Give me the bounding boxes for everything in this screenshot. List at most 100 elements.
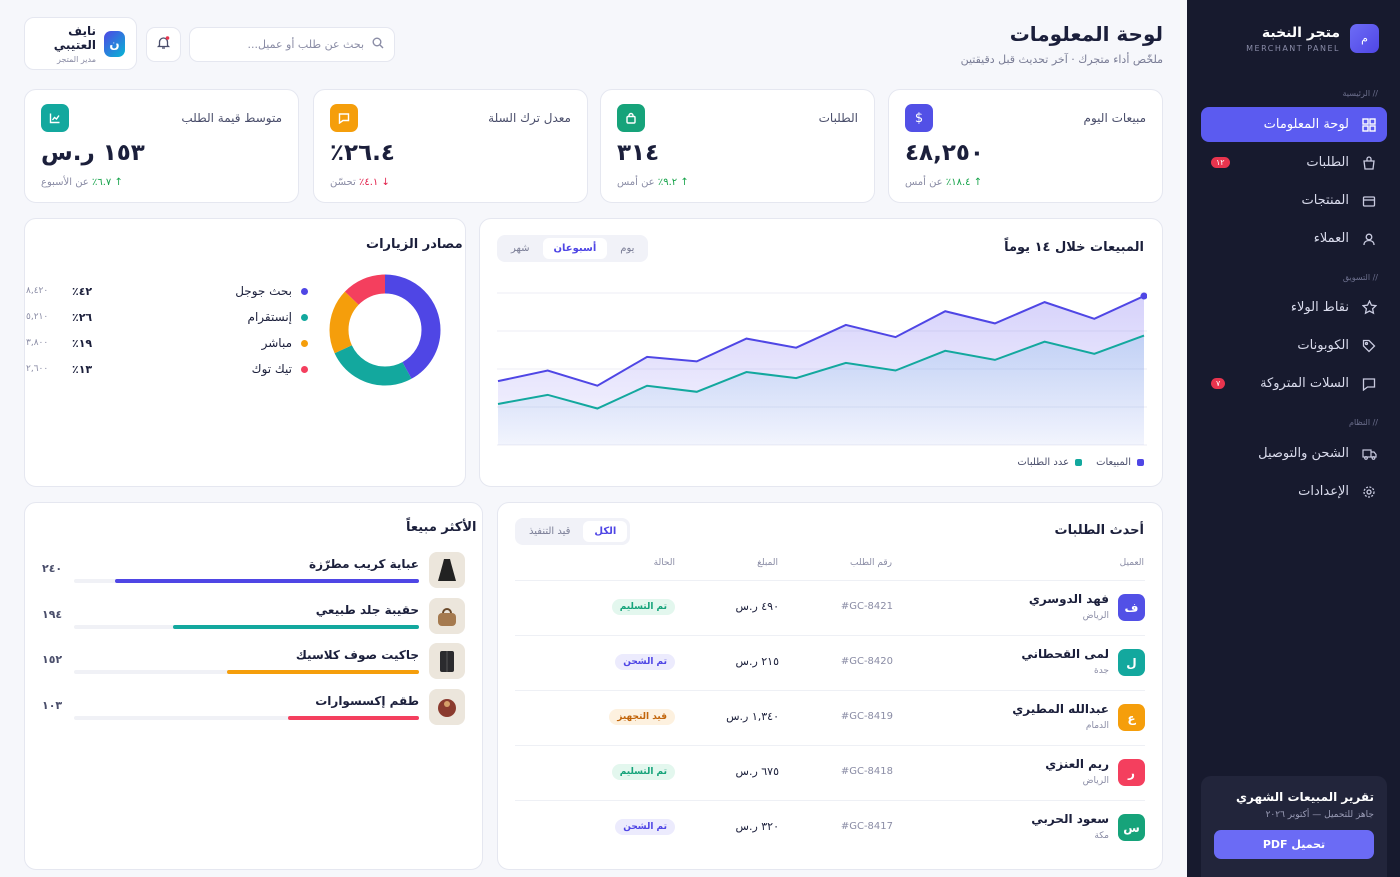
bestseller-item[interactable]: عباية كريب مطرّزة ٢٤٠ xyxy=(40,552,465,592)
source-count: ٢,٦٠٠ xyxy=(26,364,49,374)
traffic-title: مصادر الزيارات xyxy=(366,237,463,252)
product-name: حقيبة جلد طبيعي xyxy=(315,602,419,617)
search-icon xyxy=(372,37,384,52)
orders-badge: ١٢ xyxy=(1211,157,1230,168)
order-id[interactable]: #GC-8421 xyxy=(840,601,893,612)
avatar: ن xyxy=(103,30,125,57)
tab-two-weeks[interactable]: أسبوعان xyxy=(542,238,608,259)
chart-icon xyxy=(41,104,69,132)
bestsellers-card xyxy=(24,502,483,870)
sidebar-item-settings[interactable]: الإعدادات xyxy=(1201,474,1387,509)
chat-icon xyxy=(1361,376,1377,392)
table-row[interactable]: ل لمى القحطاني جدة #GC-8420 ٢١٥ ر.س تم ا… xyxy=(515,635,1145,690)
table-row[interactable]: ع عبدالله المطيري الدمام #GC-8419 ١,٣٤٠ … xyxy=(515,690,1145,745)
tab-all[interactable]: الكل xyxy=(583,521,628,542)
orders-card xyxy=(497,502,1163,870)
tab-month[interactable]: شهر xyxy=(511,243,530,254)
bag-product-icon xyxy=(429,597,465,634)
kpi-label: معدل ترك السلة xyxy=(488,111,571,125)
sidebar-item-coupons[interactable]: الكوبونات xyxy=(1201,328,1387,363)
col-order-id: رقم الطلب xyxy=(850,558,892,568)
source-name: تيك توك xyxy=(251,362,292,376)
status-badge: تم الشحن xyxy=(615,654,675,670)
monthly-report-card: تقرير المبيعات الشهري جاهز للتحميل — أكت… xyxy=(1201,776,1387,877)
order-id[interactable]: #GC-8419 xyxy=(840,711,893,722)
sidebar-item-dashboard[interactable]: لوحة المعلومات xyxy=(1201,107,1387,142)
product-sales: ١٠٣ xyxy=(42,698,63,712)
bestseller-item[interactable]: طقم إكسسوارات ١٠٣ xyxy=(40,688,465,729)
sidebar-item-customers[interactable]: العملاء xyxy=(1201,221,1387,256)
sidebar-item-label: الشحن والتوصيل xyxy=(1258,446,1349,461)
search-input[interactable]: بحث عن طلب أو عميل... xyxy=(189,27,395,62)
series-line-1 xyxy=(497,334,1145,410)
customer-avatar: ر xyxy=(1118,759,1145,786)
star-icon xyxy=(1361,300,1377,316)
progress-bar xyxy=(74,579,419,583)
table-row[interactable]: ف فهد الدوسري الرياض #GC-8421 ٤٩٠ ر.س تم… xyxy=(515,580,1145,635)
customer-name: عبدالله المطيري xyxy=(1012,702,1109,716)
dollar-icon: $ xyxy=(905,104,933,132)
legend-orders: عدد الطلبات xyxy=(1017,457,1083,468)
product-name: جاكيت صوف كلاسيك xyxy=(295,648,419,662)
bestseller-item[interactable]: جاكيت صوف كلاسيك ١٥٢ xyxy=(40,643,465,683)
kpi-value: ٢٦.٤٪ xyxy=(330,140,395,166)
bestseller-item[interactable]: حقيبة جلد طبيعي ١٩٤ xyxy=(40,597,465,638)
series-line-0 xyxy=(497,295,1145,387)
tab-day[interactable]: يوم xyxy=(620,243,635,254)
source-count: ٥,٢١٠ xyxy=(26,312,49,322)
sidebar: م متجر النخبة MERCHANT PANEL // الرئيسية… xyxy=(1187,0,1400,877)
order-id[interactable]: #GC-8417 xyxy=(840,821,893,832)
shopping-bag-icon xyxy=(617,104,645,132)
accessory-icon xyxy=(429,688,465,725)
traffic-source-row: إنستقرام ٢٦٪ ٥,٢١٠ xyxy=(26,310,308,326)
report-title: تقرير المبيعات الشهري xyxy=(1236,790,1374,804)
sidebar-item-label: الإعدادات xyxy=(1298,484,1349,499)
status-badge: تم التسليم xyxy=(611,764,675,780)
source-name: بحث جوجل xyxy=(235,284,292,298)
product-name: طقم إكسسوارات xyxy=(315,693,419,708)
sidebar-item-shipping[interactable]: الشحن والتوصيل xyxy=(1201,436,1387,471)
kpi-delta: ↑ ٩.٢٪ عن أمس xyxy=(617,177,689,188)
traffic-card xyxy=(24,218,466,487)
page-subtitle: ملخّص أداء متجرك · آخر تحديث قبل دقيقتين xyxy=(960,53,1163,66)
col-customer: العميل xyxy=(1119,558,1144,568)
product-name: عباية كريب مطرّزة xyxy=(309,557,419,571)
kpi-value: ٣١٤ xyxy=(617,140,660,166)
tab-in-progress[interactable]: قيد التنفيذ xyxy=(529,526,571,537)
status-badge: تم التسليم xyxy=(611,599,675,615)
brand[interactable]: م متجر النخبة MERCHANT PANEL xyxy=(1246,24,1379,53)
order-id[interactable]: #GC-8418 xyxy=(840,766,893,777)
customer-name: ريم العنزي xyxy=(1045,757,1109,771)
brand-logo-icon: م xyxy=(1350,24,1379,53)
donut-slice xyxy=(329,274,441,386)
status-badge: قيد التجهيز xyxy=(609,709,675,725)
table-row[interactable]: ر ريم العنزي الرياض #GC-8418 ٦٧٥ ر.س تم … xyxy=(515,745,1145,800)
sidebar-item-abandoned-carts[interactable]: السلات المتروكة ٧ xyxy=(1201,366,1387,401)
sidebar-item-orders[interactable]: الطلبات ١٢ xyxy=(1201,145,1387,180)
notifications-button[interactable] xyxy=(146,27,181,62)
section-label-main: // الرئيسية xyxy=(1342,89,1379,98)
customer-avatar: ف xyxy=(1118,594,1145,621)
sidebar-item-products[interactable]: المنتجات xyxy=(1201,183,1387,218)
product-sales: ٢٤٠ xyxy=(42,562,63,575)
table-row[interactable]: س سعود الحربي مكة #GC-8417 ٣٢٠ ر.س تم ال… xyxy=(515,800,1145,855)
sidebar-item-loyalty[interactable]: نقاط الولاء xyxy=(1201,290,1387,325)
customer-avatar: ل xyxy=(1118,649,1145,676)
sales-legend: المبيعات عدد الطلبات xyxy=(1017,457,1144,468)
product-sales: ١٩٤ xyxy=(42,607,63,621)
kpi-value: ١٥٣ ر.س xyxy=(41,140,145,166)
user-profile[interactable]: ن نايف العتيبي مدير المتجر xyxy=(24,17,137,70)
legend-dot xyxy=(301,366,308,373)
kpi-card-avg-order: متوسط قيمة الطلب ١٥٣ ر.س ↑ ٦.٧٪ عن الأسب… xyxy=(24,89,299,203)
order-amount: ٢١٥ ر.س xyxy=(735,655,779,668)
sidebar-item-label: الطلبات xyxy=(1306,155,1349,170)
kpi-label: مبيعات اليوم xyxy=(1083,111,1146,125)
order-id[interactable]: #GC-8420 xyxy=(840,656,893,667)
sidebar-item-label: لوحة المعلومات xyxy=(1263,117,1349,132)
source-name: مباشر xyxy=(261,336,292,350)
download-pdf-button[interactable]: تحميل PDF xyxy=(1214,830,1374,859)
customer-name: سعود الحربي xyxy=(1031,812,1109,826)
source-pct: ١٣٪ xyxy=(72,363,93,376)
box-icon xyxy=(1361,193,1377,209)
customer-name: لمى القحطاني xyxy=(1021,647,1109,661)
